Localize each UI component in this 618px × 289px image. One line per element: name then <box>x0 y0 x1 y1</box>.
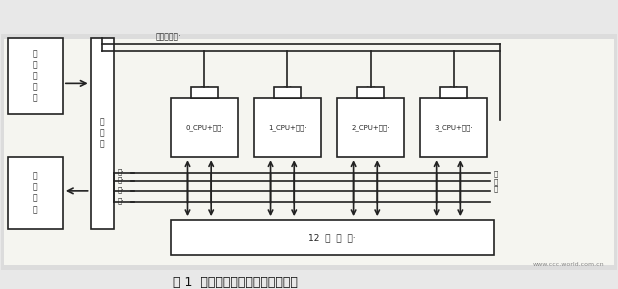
Text: 0 0: 0 0 <box>200 86 210 91</box>
FancyBboxPatch shape <box>171 98 239 157</box>
Text: 1 1: 1 1 <box>449 86 459 91</box>
FancyBboxPatch shape <box>4 39 614 265</box>
FancyBboxPatch shape <box>357 87 384 98</box>
Text: 1 0: 1 0 <box>366 86 375 91</box>
Text: 3_CPU+地址·: 3_CPU+地址· <box>434 124 473 131</box>
Text: www.ccc.world.com.cn: www.ccc.world.com.cn <box>533 262 604 268</box>
Text: 0 1: 0 1 <box>282 86 292 91</box>
FancyBboxPatch shape <box>440 87 467 98</box>
FancyBboxPatch shape <box>191 87 218 98</box>
FancyBboxPatch shape <box>274 87 301 98</box>
Text: 1_CPU+地址·: 1_CPU+地址· <box>268 124 307 131</box>
Text: 上
位
机: 上 位 机 <box>100 118 104 149</box>
Text: 拨·: 拨· <box>118 187 124 193</box>
Text: 通信串行口·: 通信串行口· <box>155 33 180 42</box>
FancyBboxPatch shape <box>253 98 321 157</box>
FancyBboxPatch shape <box>7 157 63 229</box>
Text: 号·: 号· <box>118 197 124 204</box>
Text: 0_CPU+地址·: 0_CPU+地址· <box>185 124 224 131</box>
FancyBboxPatch shape <box>337 98 404 157</box>
Text: 12  个  分  机·: 12 个 分 机· <box>308 234 356 242</box>
Text: 编·: 编· <box>118 169 124 175</box>
Text: 分
机
调
接
机: 分 机 调 接 机 <box>33 49 38 103</box>
FancyBboxPatch shape <box>7 38 63 114</box>
Text: 分
机
转
转: 分 机 转 转 <box>33 172 38 214</box>
FancyBboxPatch shape <box>420 98 488 157</box>
Text: 图 1  多机通信程控交换机结构框图: 图 1 多机通信程控交换机结构框图 <box>173 275 298 288</box>
FancyBboxPatch shape <box>171 221 494 255</box>
Text: 信
号
音: 信 号 音 <box>494 171 498 192</box>
Text: 路·: 路· <box>118 177 124 184</box>
FancyBboxPatch shape <box>91 38 114 229</box>
Text: 2_CPU+地址·: 2_CPU+地址· <box>351 124 390 131</box>
FancyBboxPatch shape <box>1 34 617 270</box>
